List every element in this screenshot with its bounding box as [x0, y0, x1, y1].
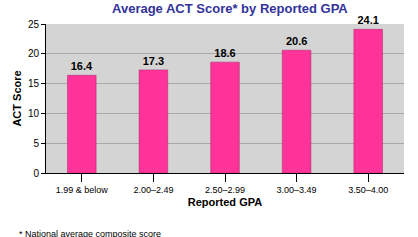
svg-text:2.00–2.49: 2.00–2.49: [133, 185, 173, 195]
svg-text:0: 0: [33, 168, 39, 179]
svg-text:10: 10: [28, 108, 40, 119]
svg-text:2.50–2.99: 2.50–2.99: [205, 185, 245, 195]
svg-text:3.00–3.49: 3.00–3.49: [277, 185, 317, 195]
svg-text:24.1: 24.1: [357, 14, 378, 26]
svg-text:17.3: 17.3: [143, 55, 164, 67]
svg-text:18.6: 18.6: [214, 47, 235, 59]
svg-text:16.4: 16.4: [71, 60, 93, 72]
svg-text:Reported GPA: Reported GPA: [188, 196, 262, 208]
svg-text:20.6: 20.6: [286, 35, 307, 47]
svg-text:25: 25: [28, 19, 40, 30]
svg-text:20: 20: [28, 48, 40, 59]
svg-text:1.99 & below: 1.99 & below: [56, 185, 109, 195]
svg-text:3.50–4.00: 3.50–4.00: [348, 185, 388, 195]
svg-text:5: 5: [33, 138, 39, 149]
svg-text:Average ACT Score* by Reported: Average ACT Score* by Reported GPA: [112, 1, 348, 16]
svg-text:ACT Score: ACT Score: [11, 70, 23, 126]
svg-text:15: 15: [28, 78, 40, 89]
svg-text:* National average composite s: * National average composite score: [19, 229, 161, 237]
